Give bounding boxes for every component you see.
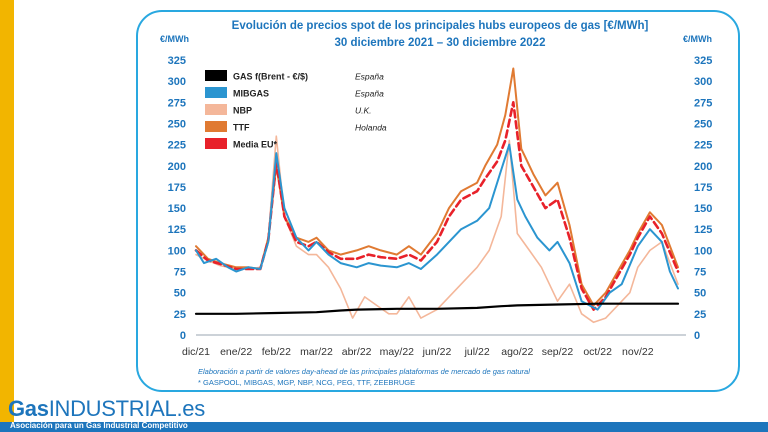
x-tick-feb-22: feb/22 — [262, 346, 291, 358]
legend-label-gas-f-brent: GAS f(Brent - €/$) — [233, 72, 308, 82]
source-note: Elaboración a partir de valores day-ahea… — [198, 367, 530, 376]
y-axis-label-right: €/MWh — [683, 34, 712, 44]
chart-subtitle: 30 diciembre 2021 – 30 diciembre 2022 — [334, 37, 546, 49]
brand-logo: GasINDUSTRIAL.es — [8, 396, 205, 422]
x-tick-sep-22: sep/22 — [542, 346, 574, 358]
y-tick-right-325: 325 — [694, 55, 712, 67]
y-tick-left-0: 0 — [180, 330, 186, 342]
chart-title: Evolución de precios spot de los princip… — [231, 20, 649, 32]
y-tick-left-225: 225 — [168, 140, 186, 152]
y-tick-left-125: 125 — [168, 224, 186, 236]
brand-word-gas: Gas — [8, 396, 49, 421]
series-line-media-eu — [194, 101, 680, 311]
y-tick-right-75: 75 — [694, 267, 706, 279]
legend-region-mibgas: España — [355, 89, 384, 99]
x-tick-oct-22: oct/22 — [583, 346, 612, 358]
y-tick-left-275: 275 — [168, 97, 186, 109]
legend-swatch-mibgas — [205, 87, 227, 98]
y-tick-left-75: 75 — [174, 267, 186, 279]
brand-word-industrial: INDUSTRIAL — [48, 396, 177, 421]
hubs-footnote: * GASPOOL, MIBGAS, MGP, NBP, NCG, PEG, T… — [198, 378, 416, 387]
y-tick-right-225: 225 — [694, 140, 712, 152]
legend-region-nbp: U.K. — [355, 106, 372, 116]
y-tick-right-125: 125 — [694, 224, 712, 236]
y-tick-right-275: 275 — [694, 97, 712, 109]
y-tick-right-150: 150 — [694, 203, 712, 215]
legend-swatch-media-eu — [205, 138, 227, 149]
footer-bar — [0, 422, 768, 432]
x-tick-dic-21: dic/21 — [182, 346, 210, 358]
legend-swatch-nbp — [205, 104, 227, 115]
y-tick-right-50: 50 — [694, 288, 706, 300]
legend-label-mibgas: MIBGAS — [233, 89, 269, 99]
chart-card — [136, 10, 740, 392]
y-tick-right-100: 100 — [694, 245, 712, 257]
x-tick-abr-22: abr/22 — [342, 346, 372, 358]
y-tick-right-175: 175 — [694, 182, 712, 194]
series-line-gas-f-brent — [194, 302, 680, 315]
y-tick-left-175: 175 — [168, 182, 186, 194]
legend-label-nbp: NBP — [233, 106, 252, 116]
y-tick-left-325: 325 — [168, 55, 186, 67]
legend-swatch-gas-f-brent — [205, 70, 227, 81]
legend-region-gas-f-brent: España — [355, 72, 384, 82]
legend-label-media-eu: Media EU* — [233, 140, 278, 150]
y-tick-left-50: 50 — [174, 288, 186, 300]
series-line-ttf — [195, 67, 679, 307]
brand-suffix: .es — [176, 396, 206, 421]
y-tick-left-150: 150 — [168, 203, 186, 215]
y-tick-right-25: 25 — [694, 309, 706, 321]
legend-label-ttf: TTF — [233, 123, 250, 133]
x-tick-jun-22: jun/22 — [422, 346, 452, 358]
x-tick-ene-22: ene/22 — [220, 346, 252, 358]
left-accent-bar — [0, 0, 14, 432]
y-tick-left-300: 300 — [168, 76, 186, 88]
x-tick-nov-22: nov/22 — [622, 346, 654, 358]
y-tick-right-300: 300 — [694, 76, 712, 88]
y-tick-left-200: 200 — [168, 161, 186, 173]
footer-tagline: Asociación para un Gas Industrial Compet… — [10, 421, 188, 430]
y-tick-left-250: 250 — [168, 118, 186, 130]
series-line-nbp — [195, 135, 679, 324]
legend-region-ttf: Holanda — [355, 123, 387, 133]
x-tick-mar-22: mar/22 — [300, 346, 333, 358]
legend-swatch-ttf — [205, 121, 227, 132]
y-axis-label-left: €/MWh — [160, 34, 189, 44]
y-tick-left-25: 25 — [174, 309, 186, 321]
x-tick-jul-22: jul/22 — [464, 346, 490, 358]
y-tick-right-0: 0 — [694, 330, 700, 342]
y-tick-right-250: 250 — [694, 118, 712, 130]
x-tick-may-22: may/22 — [380, 346, 415, 358]
series-line-mibgas — [195, 143, 679, 311]
y-tick-left-100: 100 — [168, 245, 186, 257]
y-tick-right-200: 200 — [694, 161, 712, 173]
x-tick-ago-22: ago/22 — [501, 346, 533, 358]
